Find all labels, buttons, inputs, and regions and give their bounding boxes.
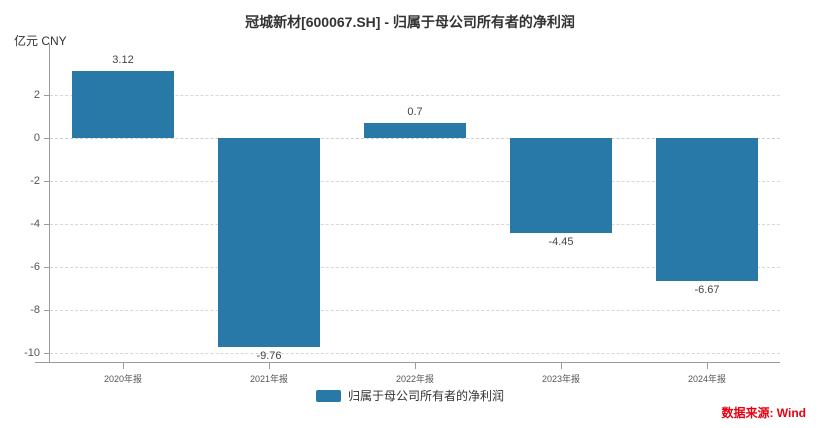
- y-tick-mark: [44, 95, 50, 97]
- bar-value-label: 0.7: [407, 105, 423, 118]
- gridline: [50, 180, 780, 182]
- y-tick-label: -8: [30, 303, 40, 316]
- legend-swatch-icon: [315, 389, 341, 402]
- legend-item-label: 归属于母公司所有者的净利润: [347, 389, 504, 403]
- x-tick-mark: [123, 362, 124, 369]
- x-tick-label: 2021年报: [249, 374, 289, 384]
- y-tick-label: 0: [33, 132, 40, 144]
- bar-value-label: -9.76: [256, 350, 282, 363]
- y-tick-mark: [44, 309, 50, 311]
- x-axis-line: [35, 362, 780, 363]
- gridline: [50, 138, 780, 139]
- x-tick-mark: [269, 362, 270, 369]
- y-tick-mark: [44, 352, 50, 354]
- y-tick-mark: [44, 138, 50, 139]
- y-tick-label: -10: [24, 346, 40, 359]
- bar-value-label: -6.67: [694, 284, 720, 297]
- y-tick-label: -2: [30, 174, 40, 187]
- x-tick-mark: [707, 362, 708, 369]
- chart-title: 冠城新材[600067.SH] - 归属于母公司所有者的净利润: [245, 14, 575, 30]
- bar[interactable]: [364, 122, 466, 138]
- bar[interactable]: [656, 138, 758, 282]
- y-axis-line: [49, 44, 50, 362]
- chart-legend: 归属于母公司所有者的净利润: [0, 387, 820, 404]
- y-tick-label: -6: [30, 260, 40, 273]
- bar[interactable]: [218, 138, 320, 348]
- x-tick-label: 2022年报: [395, 374, 435, 384]
- bar[interactable]: [72, 71, 174, 138]
- bar[interactable]: [510, 138, 612, 234]
- y-tick-mark: [44, 266, 50, 268]
- bar-value-label: -4.45: [548, 236, 574, 249]
- gridline: [50, 223, 780, 225]
- gridline: [50, 266, 780, 268]
- y-tick-mark: [44, 180, 50, 182]
- gridline: [50, 352, 780, 354]
- bar-value-label: 3.12: [112, 54, 134, 67]
- x-tick-label: 2020年报: [103, 374, 143, 384]
- y-tick-label: -4: [30, 217, 40, 230]
- y-axis-unit-label: 亿元 CNY: [14, 34, 67, 48]
- x-tick-label: 2023年报: [541, 374, 581, 384]
- x-tick-mark: [415, 362, 416, 369]
- gridline: [50, 95, 780, 97]
- x-tick-label: 2024年报: [687, 374, 727, 384]
- x-tick-mark: [561, 362, 562, 369]
- data-source-note: 数据来源: Wind: [721, 406, 806, 420]
- y-tick-label: 2: [33, 89, 40, 102]
- y-tick-mark: [44, 223, 50, 225]
- gridline: [50, 309, 780, 311]
